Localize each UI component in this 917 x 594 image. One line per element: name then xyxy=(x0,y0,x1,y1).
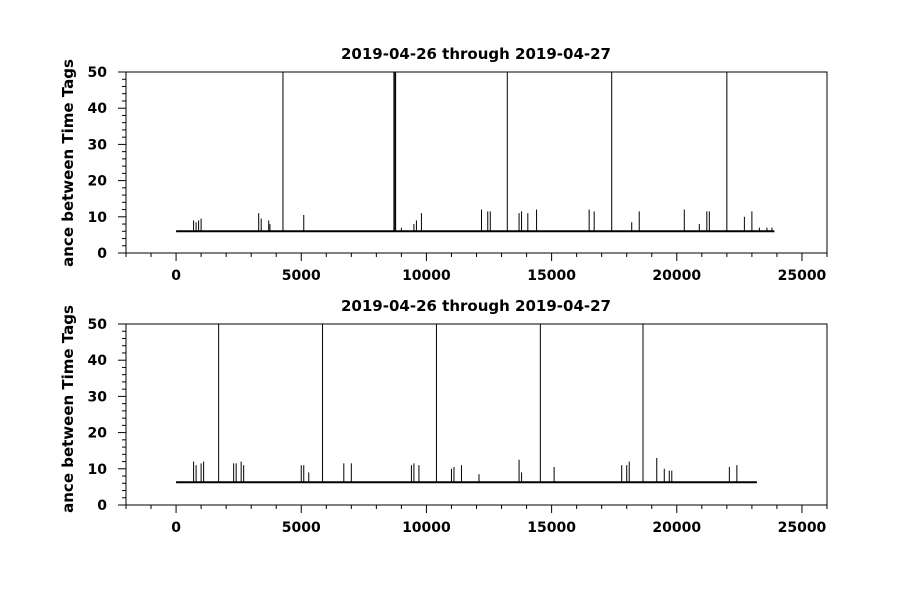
x-tick-label: 5000 xyxy=(282,520,321,536)
x-tick-label: 25000 xyxy=(778,268,827,284)
x-tick-label: 10000 xyxy=(402,268,451,284)
chart-panel-bottom: 2019-04-26 through 2019-04-27 ance betwe… xyxy=(59,297,828,536)
axes: 0 5000 10000 15000 20000 25000 0 10 20 30 40 50 xyxy=(88,65,828,284)
x-tick-label: 20000 xyxy=(652,520,701,536)
data-series xyxy=(176,324,757,484)
data-series xyxy=(176,72,775,233)
plot-frame xyxy=(125,71,828,254)
y-tick-label: 0 xyxy=(97,498,107,514)
y-tick-label: 20 xyxy=(88,174,108,190)
y-tick-label: 10 xyxy=(88,462,108,478)
x-tick-label: 15000 xyxy=(527,268,576,284)
x-tick-label: 5000 xyxy=(282,268,321,284)
x-tick-label: 10000 xyxy=(402,520,451,536)
y-tick-label: 50 xyxy=(88,317,108,333)
chart-title: 2019-04-26 through 2019-04-27 xyxy=(341,297,611,315)
y-tick-label: 50 xyxy=(88,65,108,81)
axes: 0 5000 10000 15000 20000 25000 0 10 20 30 40 50 xyxy=(88,317,828,536)
y-tick-label: 10 xyxy=(88,210,108,226)
y-tick-label: 30 xyxy=(88,389,108,405)
x-tick-label: 25000 xyxy=(778,520,827,536)
chart-panel-top: 2019-04-26 through 2019-04-27 ance betwe… xyxy=(59,45,828,284)
x-tick-label: 0 xyxy=(171,268,181,284)
y-axis-label: ance between Time Tags xyxy=(59,305,77,513)
x-tick-label: 15000 xyxy=(527,520,576,536)
y-tick-label: 0 xyxy=(97,246,107,262)
y-tick-label: 40 xyxy=(88,101,108,117)
y-tick-label: 40 xyxy=(88,353,108,369)
plot-frame xyxy=(125,323,828,506)
y-tick-label: 20 xyxy=(88,426,108,442)
y-axis-label: ance between Time Tags xyxy=(59,59,77,267)
x-tick-label: 20000 xyxy=(652,268,701,284)
x-tick-label: 0 xyxy=(171,520,181,536)
chart-title: 2019-04-26 through 2019-04-27 xyxy=(341,45,611,63)
y-tick-label: 30 xyxy=(88,137,108,153)
